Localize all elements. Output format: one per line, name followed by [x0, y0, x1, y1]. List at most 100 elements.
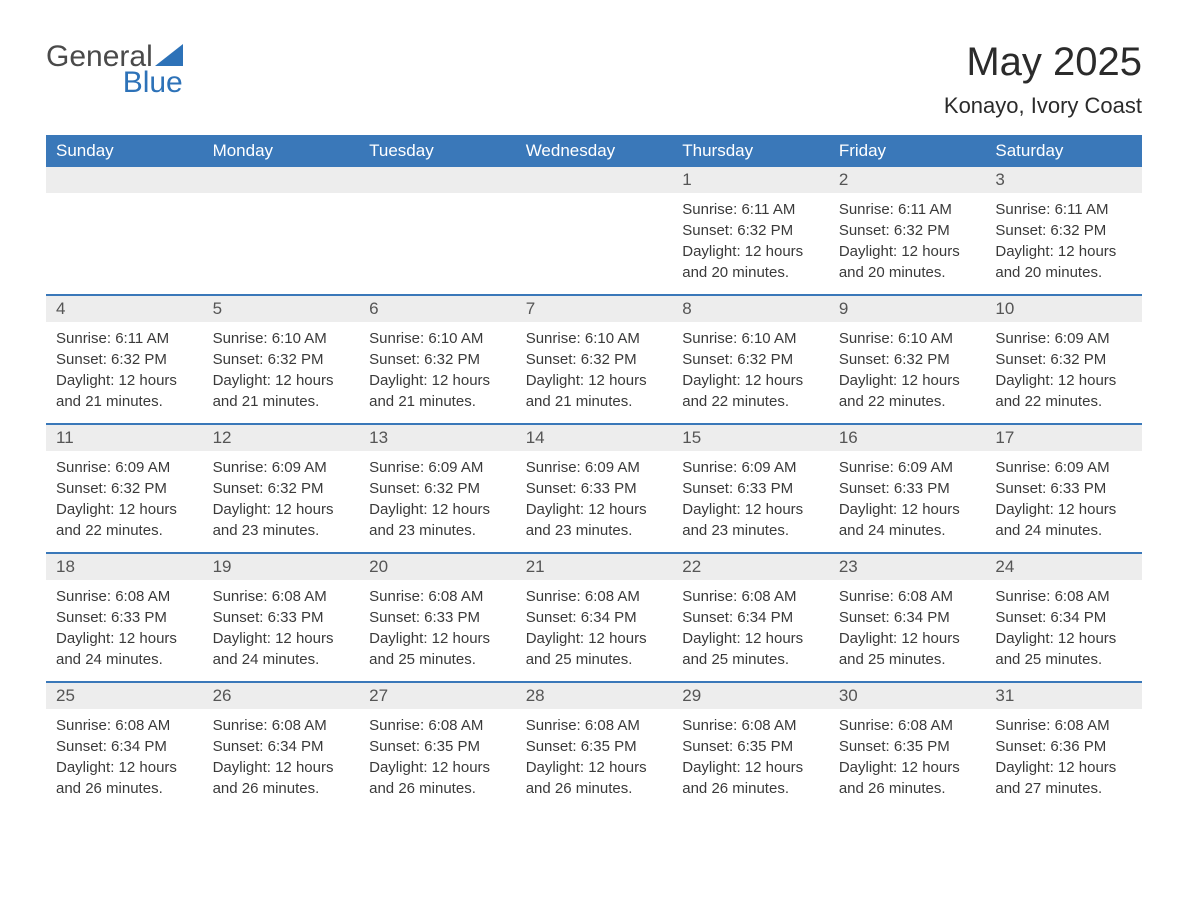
sunset-line: Sunset: 6:35 PM: [526, 736, 663, 757]
calendar-cell: 8Sunrise: 6:10 AMSunset: 6:32 PMDaylight…: [672, 296, 829, 424]
sunrise-line: Sunrise: 6:08 AM: [839, 586, 976, 607]
day-number: [359, 167, 516, 193]
sunrise-line: Sunrise: 6:11 AM: [56, 328, 193, 349]
day-details: Sunrise: 6:08 AMSunset: 6:35 PMDaylight:…: [359, 709, 516, 807]
day-details: Sunrise: 6:09 AMSunset: 6:33 PMDaylight:…: [829, 451, 986, 549]
calendar-cell: 15Sunrise: 6:09 AMSunset: 6:33 PMDayligh…: [672, 425, 829, 553]
weekday-header: Thursday: [672, 135, 829, 167]
day-details: Sunrise: 6:08 AMSunset: 6:34 PMDaylight:…: [985, 580, 1142, 678]
day-details: Sunrise: 6:11 AMSunset: 6:32 PMDaylight:…: [829, 193, 986, 291]
sunset-line: Sunset: 6:32 PM: [995, 349, 1132, 370]
calendar-row: 25Sunrise: 6:08 AMSunset: 6:34 PMDayligh…: [46, 683, 1142, 811]
daylight-line: Daylight: 12 hours and 20 minutes.: [839, 241, 976, 283]
calendar-cell: 23Sunrise: 6:08 AMSunset: 6:34 PMDayligh…: [829, 554, 986, 682]
weekday-header: Saturday: [985, 135, 1142, 167]
sunset-line: Sunset: 6:34 PM: [56, 736, 193, 757]
calendar-cell: 12Sunrise: 6:09 AMSunset: 6:32 PMDayligh…: [203, 425, 360, 553]
sunset-line: Sunset: 6:36 PM: [995, 736, 1132, 757]
day-number: 27: [359, 683, 516, 709]
day-details: Sunrise: 6:11 AMSunset: 6:32 PMDaylight:…: [985, 193, 1142, 291]
sunrise-line: Sunrise: 6:08 AM: [369, 715, 506, 736]
daylight-line: Daylight: 12 hours and 21 minutes.: [369, 370, 506, 412]
weekday-header: Friday: [829, 135, 986, 167]
sunset-line: Sunset: 6:34 PM: [526, 607, 663, 628]
day-number: 8: [672, 296, 829, 322]
calendar-cell: 10Sunrise: 6:09 AMSunset: 6:32 PMDayligh…: [985, 296, 1142, 424]
daylight-line: Daylight: 12 hours and 25 minutes.: [369, 628, 506, 670]
weekday-header: Sunday: [46, 135, 203, 167]
day-details: Sunrise: 6:10 AMSunset: 6:32 PMDaylight:…: [829, 322, 986, 420]
weekday-header: Wednesday: [516, 135, 673, 167]
daylight-line: Daylight: 12 hours and 23 minutes.: [213, 499, 350, 541]
day-details: Sunrise: 6:08 AMSunset: 6:34 PMDaylight:…: [203, 709, 360, 807]
calendar-cell: 11Sunrise: 6:09 AMSunset: 6:32 PMDayligh…: [46, 425, 203, 553]
sunset-line: Sunset: 6:35 PM: [682, 736, 819, 757]
daylight-line: Daylight: 12 hours and 22 minutes.: [995, 370, 1132, 412]
sunrise-line: Sunrise: 6:09 AM: [995, 328, 1132, 349]
calendar-cell: 25Sunrise: 6:08 AMSunset: 6:34 PMDayligh…: [46, 683, 203, 811]
day-number: 1: [672, 167, 829, 193]
day-details: Sunrise: 6:08 AMSunset: 6:34 PMDaylight:…: [516, 580, 673, 678]
sunrise-line: Sunrise: 6:08 AM: [526, 586, 663, 607]
day-details: Sunrise: 6:08 AMSunset: 6:33 PMDaylight:…: [46, 580, 203, 678]
calendar-cell: 18Sunrise: 6:08 AMSunset: 6:33 PMDayligh…: [46, 554, 203, 682]
title-block: May 2025 Konayo, Ivory Coast: [944, 40, 1142, 129]
sunrise-line: Sunrise: 6:09 AM: [56, 457, 193, 478]
daylight-line: Daylight: 12 hours and 26 minutes.: [682, 757, 819, 799]
sunset-line: Sunset: 6:33 PM: [995, 478, 1132, 499]
sunrise-line: Sunrise: 6:08 AM: [995, 715, 1132, 736]
sunset-line: Sunset: 6:34 PM: [213, 736, 350, 757]
day-number: 19: [203, 554, 360, 580]
day-number: 21: [516, 554, 673, 580]
daylight-line: Daylight: 12 hours and 23 minutes.: [369, 499, 506, 541]
day-details: Sunrise: 6:09 AMSunset: 6:32 PMDaylight:…: [359, 451, 516, 549]
day-details: Sunrise: 6:10 AMSunset: 6:32 PMDaylight:…: [672, 322, 829, 420]
sunset-line: Sunset: 6:33 PM: [526, 478, 663, 499]
daylight-line: Daylight: 12 hours and 27 minutes.: [995, 757, 1132, 799]
calendar-cell: 31Sunrise: 6:08 AMSunset: 6:36 PMDayligh…: [985, 683, 1142, 811]
daylight-line: Daylight: 12 hours and 26 minutes.: [56, 757, 193, 799]
day-number: 5: [203, 296, 360, 322]
daylight-line: Daylight: 12 hours and 25 minutes.: [839, 628, 976, 670]
daylight-line: Daylight: 12 hours and 22 minutes.: [56, 499, 193, 541]
sunset-line: Sunset: 6:34 PM: [995, 607, 1132, 628]
day-details: [359, 193, 516, 207]
sunrise-line: Sunrise: 6:10 AM: [839, 328, 976, 349]
day-details: Sunrise: 6:11 AMSunset: 6:32 PMDaylight:…: [672, 193, 829, 291]
day-number: 6: [359, 296, 516, 322]
day-details: Sunrise: 6:10 AMSunset: 6:32 PMDaylight:…: [359, 322, 516, 420]
sunset-line: Sunset: 6:32 PM: [56, 478, 193, 499]
header: General Blue May 2025 Konayo, Ivory Coas…: [46, 40, 1142, 129]
day-details: Sunrise: 6:09 AMSunset: 6:33 PMDaylight:…: [672, 451, 829, 549]
sunrise-line: Sunrise: 6:10 AM: [682, 328, 819, 349]
sunset-line: Sunset: 6:32 PM: [526, 349, 663, 370]
sunrise-line: Sunrise: 6:09 AM: [995, 457, 1132, 478]
sunrise-line: Sunrise: 6:09 AM: [213, 457, 350, 478]
day-number: 13: [359, 425, 516, 451]
day-details: Sunrise: 6:08 AMSunset: 6:36 PMDaylight:…: [985, 709, 1142, 807]
calendar-cell: 16Sunrise: 6:09 AMSunset: 6:33 PMDayligh…: [829, 425, 986, 553]
sunrise-line: Sunrise: 6:11 AM: [995, 199, 1132, 220]
calendar-cell: 17Sunrise: 6:09 AMSunset: 6:33 PMDayligh…: [985, 425, 1142, 553]
day-details: Sunrise: 6:09 AMSunset: 6:33 PMDaylight:…: [985, 451, 1142, 549]
day-number: 29: [672, 683, 829, 709]
sunrise-line: Sunrise: 6:08 AM: [56, 715, 193, 736]
sunrise-line: Sunrise: 6:08 AM: [526, 715, 663, 736]
calendar-cell: 30Sunrise: 6:08 AMSunset: 6:35 PMDayligh…: [829, 683, 986, 811]
day-number: 20: [359, 554, 516, 580]
sunset-line: Sunset: 6:32 PM: [682, 220, 819, 241]
weekday-header: Tuesday: [359, 135, 516, 167]
day-details: Sunrise: 6:11 AMSunset: 6:32 PMDaylight:…: [46, 322, 203, 420]
day-number: 31: [985, 683, 1142, 709]
daylight-line: Daylight: 12 hours and 21 minutes.: [526, 370, 663, 412]
daylight-line: Daylight: 12 hours and 25 minutes.: [682, 628, 819, 670]
day-number: 16: [829, 425, 986, 451]
sunset-line: Sunset: 6:32 PM: [56, 349, 193, 370]
day-details: Sunrise: 6:08 AMSunset: 6:34 PMDaylight:…: [829, 580, 986, 678]
sunrise-line: Sunrise: 6:10 AM: [526, 328, 663, 349]
calendar-cell: 9Sunrise: 6:10 AMSunset: 6:32 PMDaylight…: [829, 296, 986, 424]
calendar-cell: 1Sunrise: 6:11 AMSunset: 6:32 PMDaylight…: [672, 167, 829, 295]
logo-triangle-icon: [155, 44, 183, 66]
sunrise-line: Sunrise: 6:11 AM: [839, 199, 976, 220]
calendar-cell: 14Sunrise: 6:09 AMSunset: 6:33 PMDayligh…: [516, 425, 673, 553]
